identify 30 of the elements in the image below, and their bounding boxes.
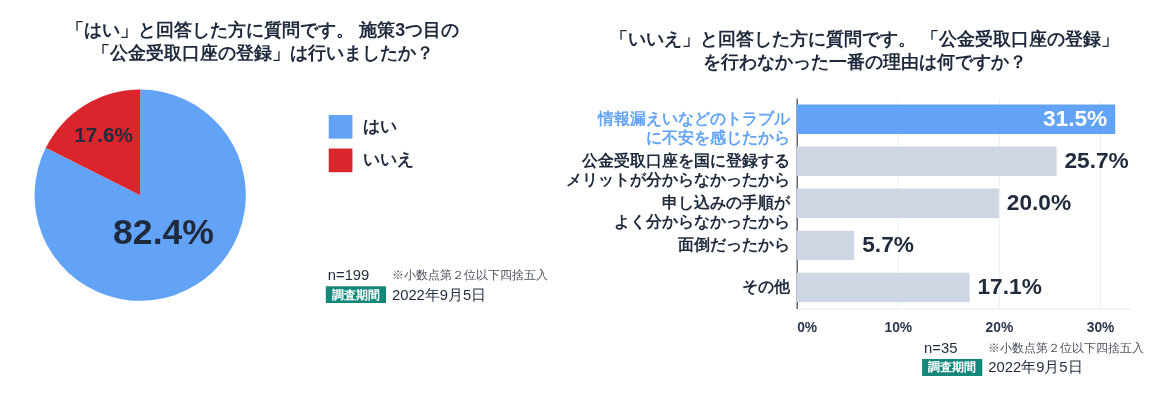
data-label: 82.4% [113, 211, 214, 252]
data-label: 25.7% [1064, 147, 1129, 174]
x-tick-label: 20% [985, 318, 1014, 335]
data-label: 5.7% [862, 231, 914, 258]
text: n=199 [327, 267, 370, 284]
y-tick-label: 情報漏えいなどのトラブルに不安を感じたから [597, 110, 792, 146]
legend-label: はい [363, 116, 398, 136]
y-tick-label: 公金受取口座を国に登録するメリットが分からなかったから [566, 152, 791, 189]
text: 調査期間 [927, 360, 977, 375]
chart-title: 「いいえ」と回答した方に質問です。 「公金受取口座の登録」を行わなかった一番の理由は何ですか？ [610, 28, 1120, 72]
pie-slice [45, 89, 141, 196]
data-label: 20.0% [1006, 189, 1072, 216]
pie-slice [34, 89, 246, 301]
x-tick-label: 0% [797, 318, 818, 335]
text: 2022年9月5日 [391, 286, 487, 303]
text: 2022年9月5日 [988, 359, 1083, 376]
chart-title: 「はい」と回答した方に質問です。 施策3つ目の「公金受取口座の登録」は行いましたか？ [66, 20, 460, 63]
data-label: 17.1% [977, 273, 1042, 300]
text: 調査期間 [330, 287, 380, 302]
data-label: 17.6% [74, 122, 133, 146]
text: ※小数点第２位以下四捨五入 [391, 268, 548, 283]
legend-label: いいえ [363, 150, 415, 170]
text: n=35 [924, 340, 958, 357]
y-tick-label: 面倒だったから [677, 236, 791, 254]
x-tick-label: 10% [884, 318, 913, 335]
data-label: 31.5% [1042, 105, 1108, 132]
text: ※小数点第２位以下四捨五入 [988, 341, 1145, 356]
y-tick-label: 申し込みの手順がよく分からなかったから [614, 194, 792, 232]
y-tick-label: その他 [742, 278, 792, 297]
x-tick-label: 30% [1086, 318, 1115, 335]
